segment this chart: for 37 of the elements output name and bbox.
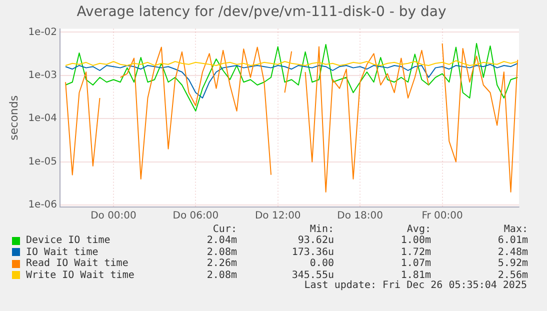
text: 0.00 (308, 258, 334, 270)
text: Cur: (212, 224, 237, 236)
x-tick-label: Do 18:00 (337, 210, 383, 222)
y-tick-label: 1e-03 (28, 70, 58, 82)
y-tick-label: 1e-06 (28, 200, 58, 211)
text: Min: (308, 224, 334, 236)
chart-title: Average latency for /dev/pve/vm-111-disk-0 - by day (76, 4, 446, 20)
text: 1.81m (400, 270, 431, 281)
text: Max: (502, 224, 528, 236)
text: Last update: Fri Dec 26 05:35:04 2025 (304, 280, 527, 291)
text: 2.26m (206, 258, 237, 270)
text: 2.48m (496, 246, 528, 258)
x-tick-label: Do 12:00 (254, 210, 301, 222)
x-tick-label: Do 00:00 (90, 210, 136, 222)
y-axis-title: seconds (7, 95, 20, 140)
x-tick-label: Fr 00:00 (422, 210, 463, 222)
text: 2.56m (496, 270, 528, 281)
text: 6.01m (496, 235, 528, 247)
legend-label: Read IO Wait time (26, 258, 130, 270)
text: 2.08m (206, 270, 237, 281)
text: 345.55u (290, 270, 334, 281)
legend-label: Write IO Wait time (26, 270, 136, 281)
text: 1.72m (400, 246, 431, 258)
text: 5.92m (496, 258, 528, 270)
y-tick-label: 1e-02 (28, 26, 58, 38)
x-tick-label: Do 06:00 (172, 210, 219, 222)
text: 93.62u (296, 235, 334, 247)
text: 2.08m (206, 246, 237, 258)
text: 173.36u (290, 246, 334, 258)
text: Avg: (406, 224, 431, 236)
y-tick-label: 1e-04 (28, 113, 58, 124)
legend-label: IO Wait time (26, 246, 100, 258)
text: 1.00m (400, 235, 431, 247)
text: 2.04m (206, 235, 237, 247)
text: 1.07m (400, 258, 431, 270)
legend-label: Device IO time (26, 235, 112, 247)
y-tick-label: 1e-05 (28, 156, 58, 168)
